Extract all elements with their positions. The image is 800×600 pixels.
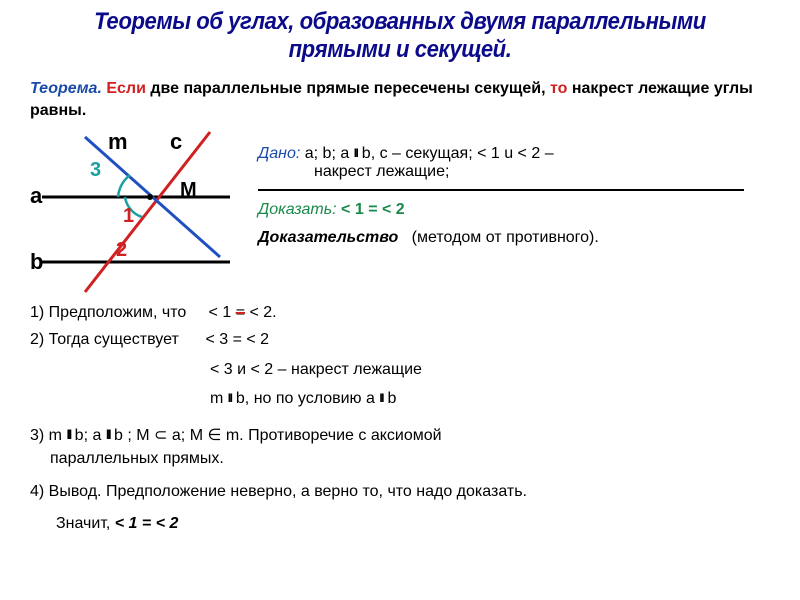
proof-block: Доказательство (методом от противного). <box>258 229 770 247</box>
given-label: Дано: <box>258 145 300 162</box>
prove-label: Доказать: <box>258 201 337 218</box>
subset-icon: ⊂ <box>154 427 167 444</box>
step-3: 3) m II b; a II b ; M ⊂ a; M ∈ m. Против… <box>0 414 800 474</box>
divider <box>258 189 744 191</box>
geometry-diagram: m c M a b 3 1 2 <box>30 127 250 297</box>
diagram-label-b: b <box>30 249 43 275</box>
not-equal: = <box>236 304 245 321</box>
diagram-angle-1: 1 <box>123 205 134 228</box>
diagram-label-c: c <box>170 129 182 155</box>
step-2c: < 3 и < 2 – накрест лежащие <box>0 356 800 385</box>
diagram-angle-3: 3 <box>90 159 101 182</box>
diagram-label-M-point: M <box>180 179 197 202</box>
step-2d: m II b, но по условию a II b <box>0 385 800 414</box>
step-2: 2) Тогда существует < 3 = < 2 <box>0 328 800 355</box>
step-4-conclusion: Значит, < 1 = < 2 <box>0 508 800 539</box>
word-then: то <box>550 80 567 97</box>
theorem-label: Теорема <box>30 80 97 97</box>
step-1: 1) Предположим, что < 1 = < 2. <box>0 297 800 328</box>
word-if: Если <box>106 80 146 97</box>
prove-block: Доказать: < 1 = < 2 <box>258 201 770 219</box>
step-4: 4) Вывод. Предположение неверно, а верно… <box>0 474 800 507</box>
diagram-label-m: m <box>108 129 128 155</box>
proof-label: Доказательство <box>258 229 398 246</box>
page-title: Теоремы об углах, образованных двумя пар… <box>32 0 768 68</box>
given-block: Дано: a; b; a II b, c – секущая; < 1 u <… <box>258 145 770 181</box>
diagram-label-a: a <box>30 183 42 209</box>
element-icon: ∈ <box>207 427 221 444</box>
diagram-angle-2: 2 <box>116 239 127 262</box>
theorem-statement: Теорема. Если две параллельные прямые пе… <box>0 68 800 127</box>
